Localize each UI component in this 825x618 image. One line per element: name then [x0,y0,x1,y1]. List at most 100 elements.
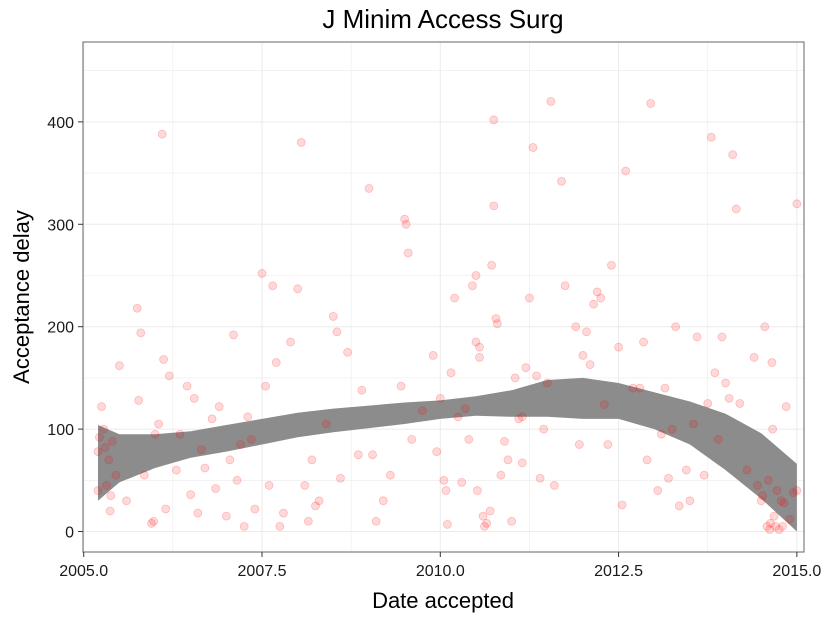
data-point [699,470,709,480]
data-point [353,450,363,460]
data-point [114,361,124,371]
data-point [480,521,489,531]
data-point [667,424,677,434]
x-tick-label: 2012.5 [594,563,643,580]
data-point [671,322,681,332]
data-point [149,516,159,526]
data-point [275,521,285,531]
data-point [539,424,549,434]
data-point [772,486,782,495]
data-point [574,440,584,449]
data-point [464,434,474,444]
data-point [571,322,581,332]
data-point [742,465,752,475]
data-point [157,129,167,139]
x-tick-label: 2010.0 [416,563,465,580]
data-point [528,143,538,152]
data-point [557,176,566,186]
data-point [147,518,156,528]
data-point [758,491,768,501]
data-point [735,399,745,408]
data-point [460,404,470,414]
data-point [482,518,492,528]
data-point [639,337,648,347]
data-point [368,450,377,460]
data-point [385,470,395,480]
y-tick-label: 200 [47,320,74,337]
data-point [475,342,484,352]
data-point [762,521,772,531]
data-point [225,455,235,465]
data-point [768,424,778,434]
data-point [778,521,788,531]
data-point [332,327,342,337]
data-point [371,516,381,526]
data-point [765,525,775,534]
data-point [728,150,738,160]
data-point [407,434,417,444]
data-point [785,514,795,524]
data-point [307,455,317,465]
data-point [475,353,484,362]
data-point [478,511,488,521]
data-point [788,488,798,498]
data-point [400,214,410,224]
data-point [328,312,338,321]
data-point [472,486,482,495]
data-point [766,518,775,528]
smooth-band [98,377,797,532]
data-point [681,465,691,475]
data-point [300,481,310,490]
data-point [172,465,181,475]
x-axis: 2005.0 2007.5 2010.0 2012.5 2015.0 [59,552,821,580]
data-point [724,393,734,403]
data-point [642,455,652,465]
data-point [582,327,591,337]
data-point [774,525,784,534]
data-point [311,501,320,511]
data-point [521,363,531,373]
data-point [136,328,146,338]
data-point [763,475,773,485]
data-point [753,481,763,490]
data-point [122,496,131,506]
data-point [471,337,481,347]
data-point [268,281,278,291]
data-point [111,470,121,480]
data-point [296,137,306,147]
confidence-band [98,377,797,532]
data-point [491,314,501,323]
data-point [542,378,552,388]
data-point [776,496,786,506]
data-point [471,271,481,280]
data-point [489,201,499,211]
data-point [154,419,163,429]
data-point [749,353,759,362]
data-point [229,330,238,340]
data-point [250,504,260,514]
y-tick-label: 100 [47,422,74,439]
data-point [779,498,789,508]
data-point [546,96,556,106]
plot-border [82,41,805,553]
data-point [792,486,802,495]
data-point [485,506,495,516]
data-point [343,347,352,357]
data-point [781,402,791,411]
data-point [596,293,606,303]
data-point [232,475,242,485]
data-point [159,355,168,364]
chart-title: J Minim Access Surg [322,4,563,34]
x-tick-label: 2015.0 [772,563,821,580]
data-point [97,402,106,411]
data-point [507,516,517,526]
data-point [314,496,324,506]
data-point [603,440,613,449]
data-point [164,371,174,381]
data-point [578,350,588,360]
x-axis-title: Date accepted [372,588,514,613]
data-point [303,516,313,526]
plot-panel [82,41,805,553]
data-point [599,400,609,409]
